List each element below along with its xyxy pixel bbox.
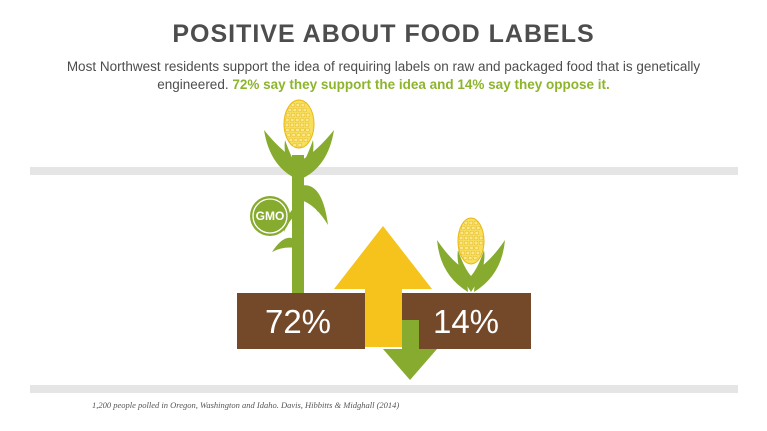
corn-kernel (298, 137, 303, 143)
gmo-badge: GMO (250, 196, 290, 236)
corn-kernel (286, 132, 291, 138)
corn-kernel (468, 240, 474, 246)
corn-kernel (289, 122, 295, 128)
corn-kernel (297, 142, 302, 148)
page-title: POSITIVE ABOUT FOOD LABELS (172, 20, 595, 48)
corn-kernel (295, 127, 300, 133)
corn-kernel (461, 225, 466, 231)
corn-kernel (469, 235, 474, 241)
corn-kernel (288, 137, 293, 143)
corn-kernel (300, 127, 305, 133)
corn-kernel (473, 255, 478, 261)
corn-kernel (293, 137, 298, 143)
corn-kernel (474, 230, 479, 236)
corn-kernel (296, 112, 301, 118)
support-value-box (237, 293, 365, 349)
corn-kernel (464, 235, 469, 241)
corn-kernel (284, 122, 290, 128)
corn-kernel (460, 250, 465, 256)
corn-kernel (458, 240, 464, 246)
corn-kernel (299, 122, 305, 128)
corn-kernel (302, 107, 307, 113)
corn-kernel (304, 122, 310, 128)
corn-kernel (287, 107, 292, 113)
corn-kernel (295, 102, 300, 108)
subtitle-intro: Most Northwest residents support the ide… (66, 59, 701, 92)
corn-kernel (466, 225, 471, 231)
corn-kernel (286, 112, 291, 118)
corn-kernel (463, 220, 468, 226)
corn-kernel (295, 117, 300, 123)
corn-kernel (290, 117, 295, 123)
corn-kernel (303, 137, 308, 143)
corn-kernel (290, 127, 295, 133)
corn-kernel (300, 117, 305, 123)
top-band (30, 167, 738, 175)
corn-kernel (301, 132, 306, 138)
corn-kernel (306, 132, 311, 138)
corn-kernel (468, 220, 473, 226)
corn-kernel (305, 127, 310, 133)
small-corn-icon (437, 217, 505, 292)
support-arrow-icon (334, 226, 432, 347)
corn-kernel (300, 102, 305, 108)
corn-kernel (464, 245, 469, 251)
corn-kernel (296, 132, 301, 138)
corn-kernel (463, 255, 468, 261)
corn-kernel (292, 142, 297, 148)
corn-kernel (468, 255, 473, 261)
bottom-band (30, 385, 738, 393)
corn-kernel (306, 112, 311, 118)
corn-kernel (291, 132, 296, 138)
corn-kernel (459, 245, 464, 251)
corn-kernel (459, 230, 464, 236)
corn-kernel (305, 117, 310, 123)
corn-kernel (469, 245, 474, 251)
corn-kernel (474, 235, 479, 241)
corn-kernel (471, 225, 476, 231)
corn-kernel (474, 245, 479, 251)
source-footnote: 1,200 people polled in Oregon, Washingto… (92, 400, 400, 410)
corn-kernel (285, 127, 290, 133)
corn-kernel (479, 235, 484, 241)
corn-kernel (285, 117, 290, 123)
corn-kernel (291, 112, 296, 118)
corn-kernel (475, 250, 480, 256)
corn-kernel (463, 240, 469, 246)
corn-kernel (473, 220, 478, 226)
gmo-badge-label: GMO (256, 209, 285, 223)
corn-kernel (473, 240, 479, 246)
oppose-value-box (402, 293, 531, 349)
corn-kernel (478, 240, 484, 246)
corn-kernel (297, 107, 302, 113)
corn-kernel (301, 112, 306, 118)
corn-kernel (470, 250, 475, 256)
support-value-label: 72% (265, 303, 331, 340)
corn-kernel (465, 250, 470, 256)
corn-kernel (464, 230, 469, 236)
corn-kernel (294, 122, 300, 128)
corn-kernel (476, 225, 481, 231)
corn-kernel (292, 107, 297, 113)
subtitle-highlight: 72% say they support the idea and 14% sa… (232, 77, 610, 92)
corn-kernel (469, 230, 474, 236)
oppose-value-label: 14% (433, 303, 499, 340)
tall-corn-stalk-icon (264, 99, 334, 293)
corn-kernel (290, 102, 295, 108)
corn-kernel (459, 235, 464, 241)
oppose-arrow-icon (383, 320, 437, 380)
subtitle: Most Northwest residents support the ide… (60, 58, 707, 94)
